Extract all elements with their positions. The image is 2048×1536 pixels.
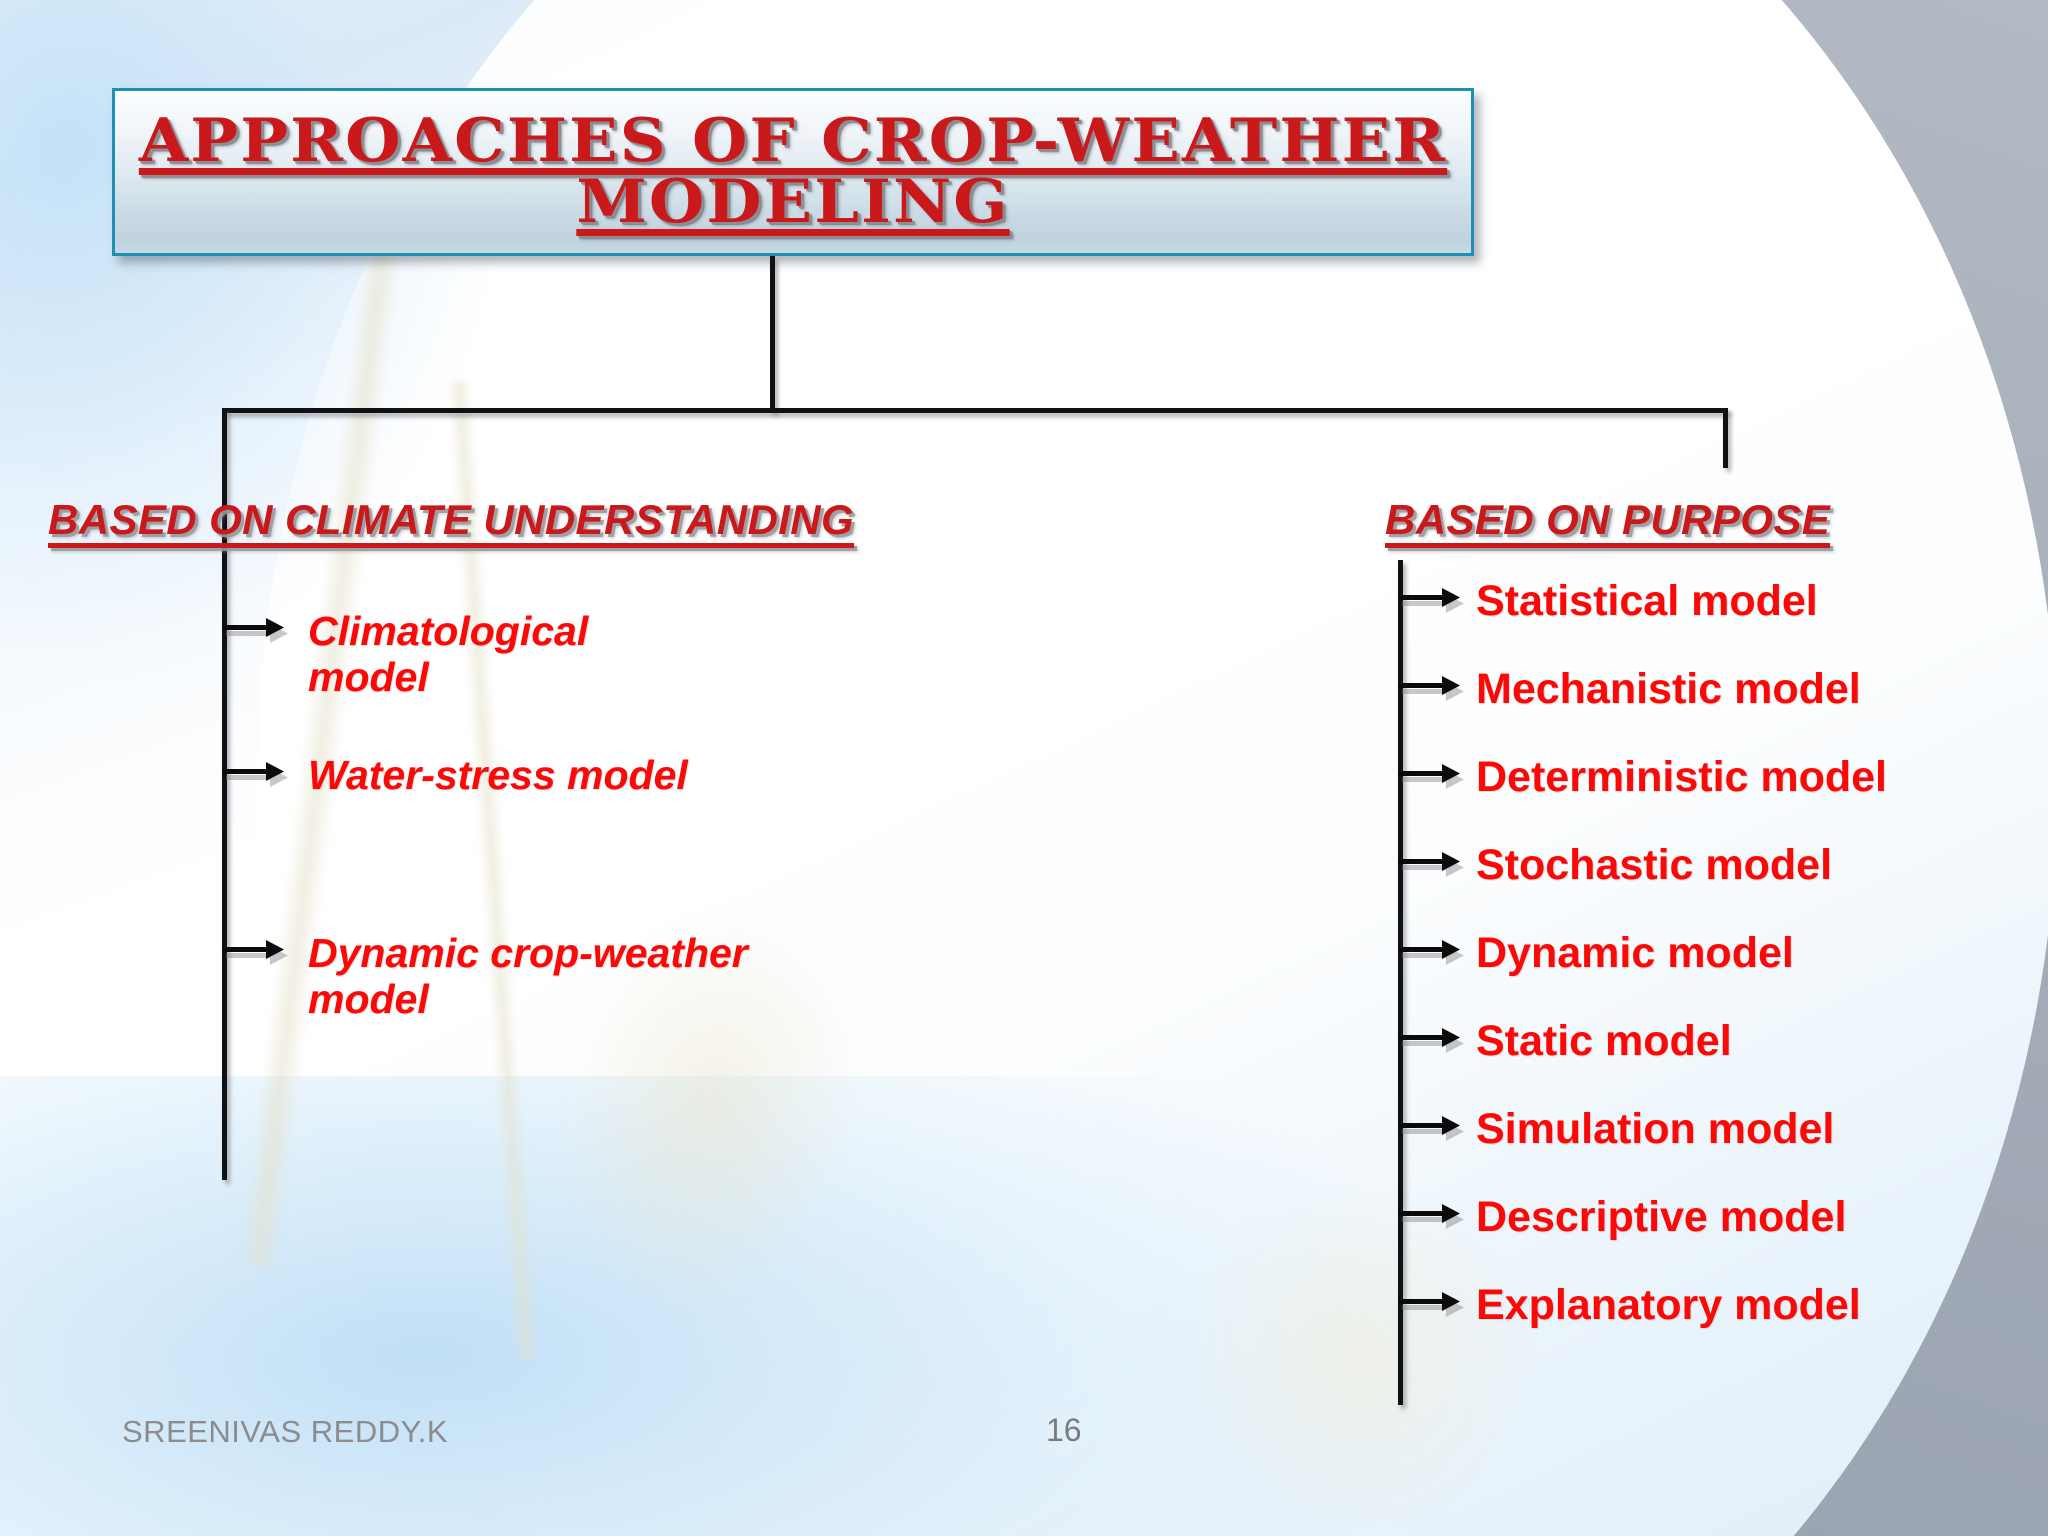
connector-left-spine [222,468,227,1180]
list-item[interactable]: Explanatory model [1398,1281,1861,1329]
list-item-label: Stochastic model [1476,841,1833,889]
list-item[interactable]: Dynamic model [1398,929,1794,977]
list-item[interactable]: Simulation model [1398,1105,1835,1153]
arrow-right-icon [1398,936,1472,970]
footer-author: SREENIVAS REDDY.K [122,1414,449,1449]
list-item-label: Water-stress model [308,752,688,798]
branch-heading-purpose: BASED ON PURPOSE [1385,496,1831,543]
connector-right-spine [1398,560,1403,1405]
list-item-label: Descriptive model [1476,1193,1847,1241]
arrow-right-icon [1398,760,1472,794]
list-item-label: Static model [1476,1017,1732,1065]
arrow-right-icon [1398,672,1472,706]
list-item-label: Simulation model [1476,1105,1835,1153]
slide-title-box: APPROACHES OF CROP-WEATHER MODELING [112,88,1474,256]
connector-left-stub [222,408,227,468]
list-item-label: Mechanistic model [1476,665,1861,713]
list-item[interactable]: Stochastic model [1398,841,1833,889]
arrow-right-icon [222,936,296,970]
list-item[interactable]: Water-stress model [222,752,688,798]
list-item[interactable]: Climatological model [222,608,588,701]
list-item-label: Climatological model [308,608,589,701]
page-title: APPROACHES OF CROP-WEATHER MODELING [138,105,1448,237]
list-item[interactable]: Static model [1398,1017,1732,1065]
list-item[interactable]: Deterministic model [1398,753,1887,801]
arrow-right-icon [1398,584,1472,618]
list-item-label: Deterministic model [1476,753,1887,801]
arrow-right-icon [222,758,296,792]
list-item-label: Explanatory model [1476,1281,1861,1329]
arrow-right-icon [222,614,296,648]
connector-horizontal-bar [222,408,1728,413]
list-item[interactable]: Mechanistic model [1398,665,1861,713]
list-item[interactable]: Descriptive model [1398,1193,1847,1241]
arrow-right-icon [1398,1288,1472,1322]
arrow-right-icon [1398,1112,1472,1146]
connector-right-stub [1723,408,1728,468]
background-streak [1180,1180,1540,1536]
list-item[interactable]: Statistical model [1398,577,1818,625]
page-number: 16 [1046,1412,1082,1448]
arrow-right-icon [1398,1200,1472,1234]
arrow-right-icon [1398,1024,1472,1058]
connector-title-drop [770,256,775,412]
branch-heading-climate-understanding: BASED ON CLIMATE UNDERSTANDING [48,496,855,543]
list-item-label: Statistical model [1476,577,1818,625]
arrow-right-icon [1398,848,1472,882]
list-item-label: Dynamic crop-weather model [308,930,748,1023]
list-item-label: Dynamic model [1476,929,1794,977]
list-item[interactable]: Dynamic crop-weather model [222,930,748,1023]
